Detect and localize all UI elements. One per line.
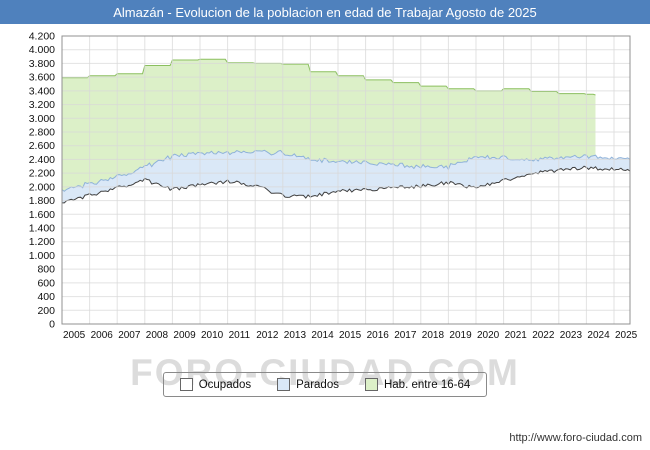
y-axis-label: 1.400: [29, 223, 55, 235]
y-axis-label: 400: [37, 291, 55, 303]
y-axis-label: 1.200: [29, 236, 55, 248]
x-axis-label: 2021: [505, 330, 528, 341]
x-axis-label: 2017: [394, 330, 417, 341]
y-axis-label: 1.800: [29, 195, 55, 207]
x-axis-label: 2022: [532, 330, 555, 341]
legend-label: Parados: [296, 378, 339, 391]
x-axis-label: 2005: [63, 330, 86, 341]
y-axis-label: 1.000: [29, 250, 55, 262]
y-axis-label: 4.000: [29, 44, 55, 56]
legend-item-hab-entre-16-64: Hab. entre 16-64: [364, 378, 471, 391]
x-axis-label: 2011: [229, 330, 251, 341]
y-axis-label: 3.600: [29, 72, 55, 84]
x-axis-label: 2006: [91, 330, 114, 341]
x-axis-label: 2008: [146, 330, 169, 341]
legend-label: Hab. entre 16-64: [383, 378, 471, 391]
x-axis-label: 2013: [284, 330, 307, 341]
x-axis-label: 2015: [339, 330, 362, 341]
y-axis-label: 200: [37, 305, 55, 317]
x-axis-label: 2012: [256, 330, 279, 341]
legend-box: Ocupados Parados Hab. entre 16-64: [162, 372, 488, 397]
x-axis-label: 2010: [201, 330, 224, 341]
y-axis-label: 2.600: [29, 140, 55, 152]
y-axis-label: 2.000: [29, 181, 55, 193]
x-axis-label: 2020: [477, 330, 500, 341]
y-axis-label: 600: [37, 277, 55, 289]
line-hab-entre-16-64: [62, 58, 596, 96]
x-axis-label: 2025: [615, 330, 638, 341]
y-axis-label: 0: [49, 319, 55, 331]
plot-border: [61, 35, 631, 325]
legend-item-parados: Parados: [277, 378, 339, 391]
x-axis-label: 2024: [587, 330, 610, 341]
x-axis-label: 2009: [173, 330, 196, 341]
y-axis-label: 2.800: [29, 127, 55, 139]
x-axis-label: 2018: [422, 330, 445, 341]
chart-title-bar: Almazán - Evolucion de la poblacion en e…: [0, 0, 650, 24]
y-axis-label: 2.200: [29, 168, 55, 180]
y-axis-label: 4.200: [29, 31, 55, 43]
y-axis-label: 800: [37, 264, 55, 276]
x-axis-label: 2023: [560, 330, 583, 341]
y-axis-label: 3.800: [29, 58, 55, 70]
legend-swatch: [277, 378, 291, 391]
y-axis-label: 3.400: [29, 85, 55, 97]
area-ocupados: [62, 166, 630, 324]
y-axis-label: 3.200: [29, 99, 55, 111]
y-axis-label: 3.000: [29, 113, 55, 125]
x-axis-label: 2016: [367, 330, 390, 341]
legend-swatch: [179, 378, 193, 391]
chart-title: Almazán - Evolucion de la poblacion en e…: [113, 4, 537, 20]
legend-item-ocupados: Ocupados: [179, 378, 252, 391]
legend-swatch: [364, 378, 378, 391]
y-axis-label: 2.400: [29, 154, 55, 166]
footer-url: http://www.foro-ciudad.com: [509, 432, 642, 444]
x-axis-label: 2014: [311, 330, 334, 341]
x-axis-label: 2019: [449, 330, 472, 341]
y-axis-label: 1.600: [29, 209, 55, 221]
legend-label: Ocupados: [198, 378, 252, 391]
x-axis-label: 2007: [118, 330, 141, 341]
